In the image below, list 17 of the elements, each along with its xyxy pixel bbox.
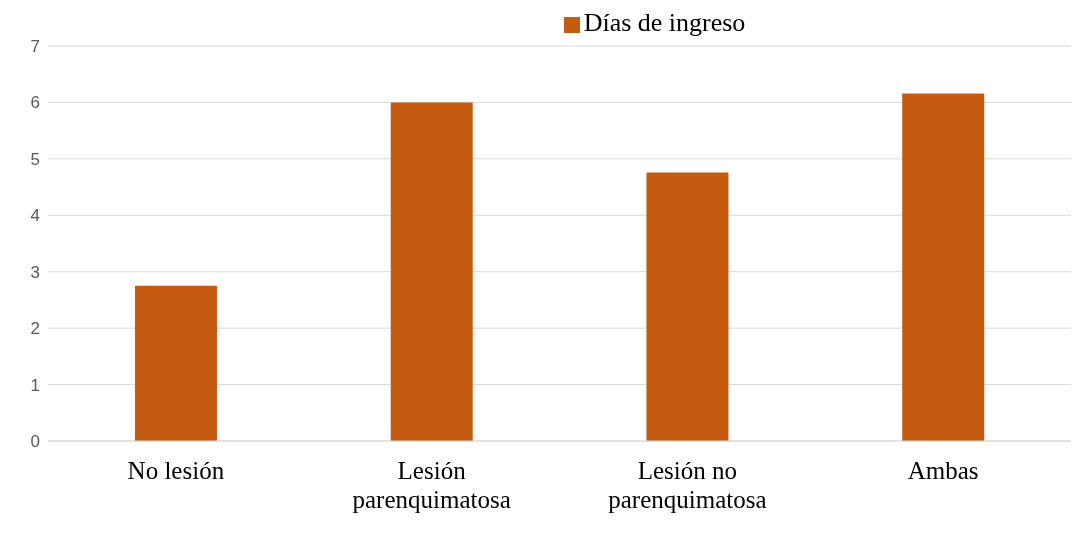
y-tick-label: 5 — [30, 149, 40, 169]
x-tick-label: Lesión no parenquimatosa — [608, 457, 767, 513]
bar — [390, 102, 473, 441]
y-tick-label: 2 — [30, 319, 40, 339]
x-tick-label: No lesión — [127, 457, 225, 484]
x-tick-label: Ambas — [907, 457, 979, 484]
y-tick-label: 3 — [30, 262, 40, 282]
bar — [902, 93, 985, 441]
y-tick-label: 6 — [30, 93, 40, 113]
y-tick-label: 1 — [30, 375, 40, 395]
bar — [134, 285, 217, 441]
bar — [646, 172, 729, 441]
y-tick-label: 4 — [30, 206, 40, 226]
y-tick-label: 7 — [30, 37, 40, 57]
y-tick-label: 0 — [30, 432, 40, 452]
x-tick-label: Lesión parenquimatosa — [352, 457, 511, 513]
legend-label: Días de ingreso — [583, 8, 746, 37]
